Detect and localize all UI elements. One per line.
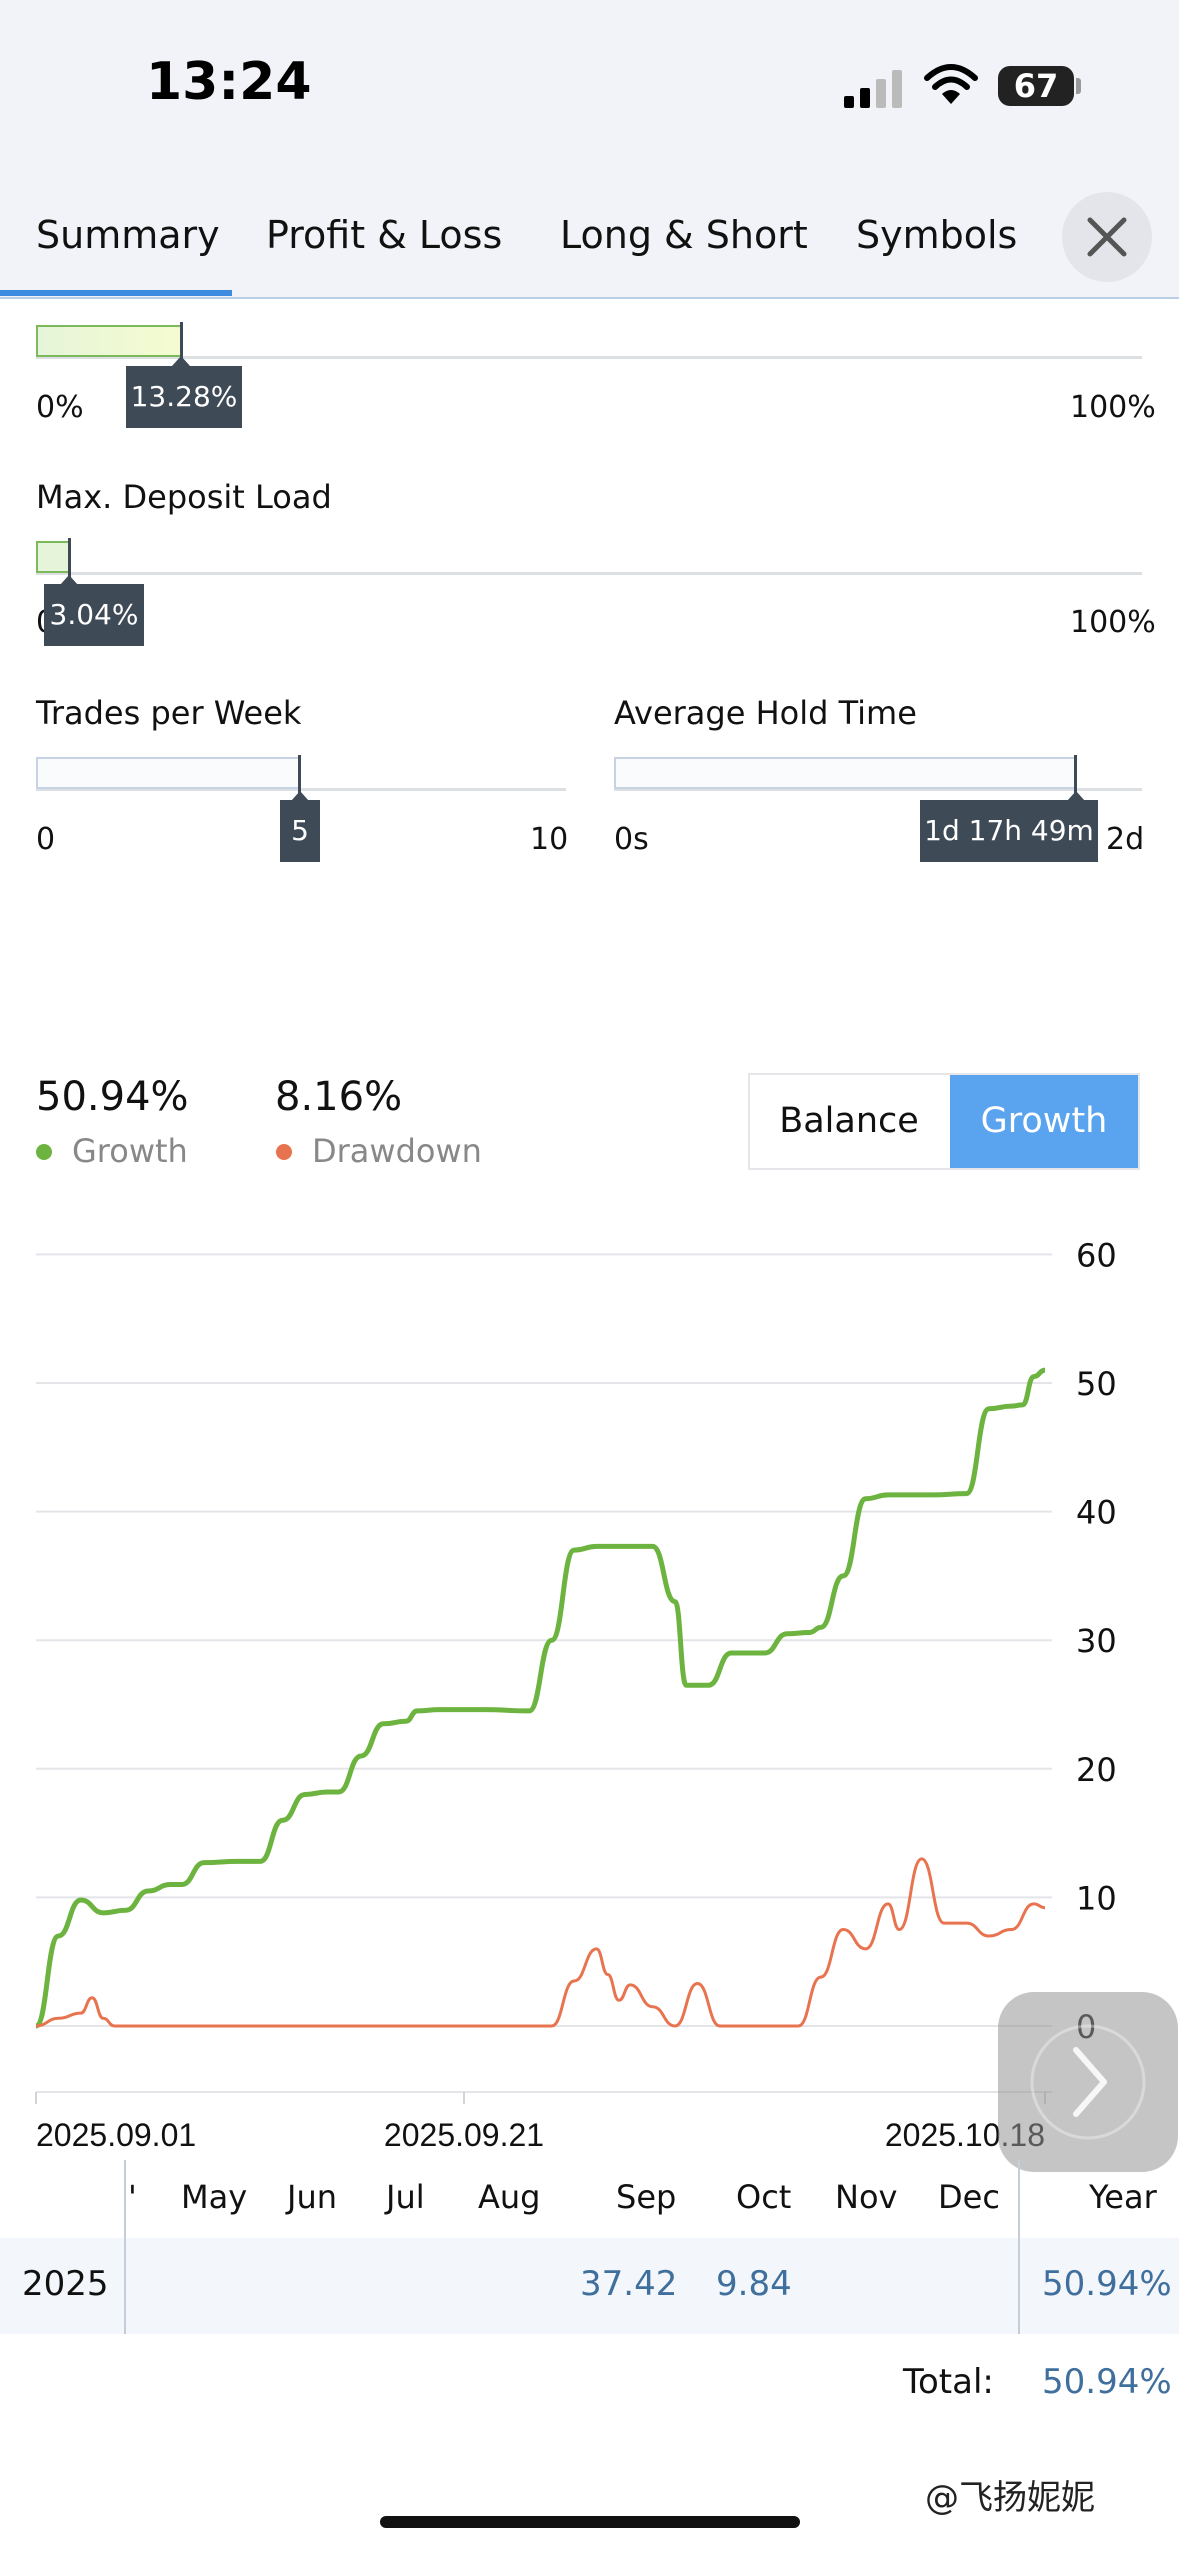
year-row bbox=[0, 2238, 1179, 2334]
month-jul: Jul bbox=[386, 2178, 425, 2216]
close-button[interactable] bbox=[1062, 192, 1152, 282]
battery-icon: 67 bbox=[998, 66, 1074, 106]
close-icon bbox=[1087, 217, 1127, 257]
growth-legend-dot bbox=[36, 1144, 52, 1160]
y-tick-label: 20 bbox=[1076, 1751, 1117, 1789]
chart-x-axis: 2025.09.01 2025.09.21 2025.10.18 bbox=[35, 2091, 1052, 2153]
avg-hold-time-fill bbox=[614, 757, 1076, 789]
drawdown-series-line bbox=[35, 1857, 1046, 2028]
deposit-load-marker bbox=[68, 538, 71, 578]
chart-series bbox=[34, 1367, 1046, 2029]
total-value: 50.94% bbox=[1042, 2362, 1172, 2402]
avg-hold-time-tooltip: 1d 17h 49m bbox=[920, 800, 1098, 862]
growth-series-line bbox=[34, 1367, 1046, 2029]
deposit-load-max-label: 100% bbox=[1070, 605, 1156, 640]
month-sep: Sep bbox=[616, 2178, 677, 2216]
balance-toggle-button[interactable]: Balance bbox=[750, 1075, 948, 1168]
month-header-row bbox=[0, 2165, 1179, 2235]
battery-tip bbox=[1076, 78, 1081, 94]
deposit-load-tooltip: 3.04% bbox=[44, 584, 144, 646]
drawdown-value: 8.16% bbox=[275, 1074, 403, 1120]
avg-hold-time-title: Average Hold Time bbox=[614, 694, 917, 732]
trades-per-week-tooltip: 5 bbox=[280, 800, 320, 862]
total-label: Total: bbox=[903, 2362, 994, 2402]
tab-profit-loss[interactable]: Profit & Loss bbox=[266, 213, 503, 257]
year-header: Year bbox=[1089, 2178, 1157, 2216]
table-divider-left bbox=[124, 2160, 126, 2334]
gauge-tooltip-arrow bbox=[172, 356, 190, 366]
status-time: 13:24 bbox=[146, 52, 312, 112]
home-indicator[interactable] bbox=[380, 2516, 800, 2528]
y-tick-label: 50 bbox=[1076, 1365, 1117, 1403]
y-tick-label: 10 bbox=[1076, 1879, 1117, 1917]
sep-value: 37.42 bbox=[580, 2264, 678, 2304]
year-label: 2025 bbox=[22, 2264, 109, 2304]
deposit-load-tooltip-arrow bbox=[60, 575, 78, 585]
x-tick-label: 2025.09.21 bbox=[384, 2117, 544, 2153]
avg-hold-time-track bbox=[614, 788, 1142, 791]
tab-summary[interactable]: Summary bbox=[36, 213, 220, 257]
trades-per-week-tooltip-arrow bbox=[291, 791, 309, 801]
trades-per-week-marker bbox=[298, 755, 301, 795]
tab-long-short[interactable]: Long & Short bbox=[560, 213, 808, 257]
growth-toggle-button[interactable]: Growth bbox=[950, 1075, 1138, 1168]
y-tick-label: 30 bbox=[1076, 1622, 1117, 1660]
x-tick-label: 2025.09.01 bbox=[36, 2117, 196, 2153]
trades-per-week-track bbox=[36, 788, 566, 791]
watermark: @飞扬妮妮 bbox=[925, 2478, 1095, 2518]
deposit-load-track bbox=[36, 572, 1142, 575]
wifi-icon bbox=[924, 64, 978, 104]
chart-grid bbox=[36, 1253, 1052, 2027]
chart-mode-toggle bbox=[748, 1073, 1140, 1170]
chart-y-ticks: 0102030405060 bbox=[1076, 1236, 1117, 2046]
gauge-value-tooltip: 13.28% bbox=[126, 366, 242, 428]
y-tick-label: 60 bbox=[1076, 1236, 1117, 1274]
oct-value: 9.84 bbox=[716, 2264, 792, 2304]
chevron-right-icon bbox=[1030, 2024, 1146, 2140]
trades-per-week-fill bbox=[36, 757, 300, 789]
cellular-signal-icon bbox=[844, 70, 902, 108]
year-total-value: 50.94% bbox=[1042, 2264, 1172, 2304]
gauge-fill bbox=[36, 325, 182, 357]
next-chart-button[interactable] bbox=[998, 1992, 1178, 2172]
tab-bar bbox=[0, 175, 1179, 299]
trades-per-week-min-label: 0 bbox=[36, 822, 56, 857]
avg-hold-time-tooltip-arrow bbox=[1067, 791, 1085, 801]
drawdown-legend-label: Drawdown bbox=[312, 1132, 482, 1170]
y-tick-label: 40 bbox=[1076, 1494, 1117, 1532]
growth-value: 50.94% bbox=[36, 1074, 189, 1120]
month-oct: Oct bbox=[736, 2178, 792, 2216]
deposit-load-title: Max. Deposit Load bbox=[36, 478, 332, 516]
month-nov: Nov bbox=[835, 2178, 898, 2216]
month-dec: Dec bbox=[938, 2178, 1000, 2216]
month-jun: Jun bbox=[287, 2178, 337, 2216]
trades-per-week-title: Trades per Week bbox=[36, 694, 302, 732]
table-divider-right bbox=[1018, 2160, 1020, 2334]
deposit-load-fill bbox=[36, 541, 70, 573]
gauge-min-label: 0% bbox=[36, 390, 84, 425]
gauge-max-label: 100% bbox=[1070, 390, 1156, 425]
gauge-track bbox=[36, 356, 1142, 359]
tab-symbols[interactable]: Symbols bbox=[856, 213, 1018, 257]
status-bar bbox=[0, 0, 1179, 175]
drawdown-legend-dot bbox=[276, 1144, 292, 1160]
trades-per-week-max-label: 10 bbox=[530, 822, 569, 857]
avg-hold-time-marker bbox=[1074, 755, 1077, 795]
avg-hold-time-max-label: 2d bbox=[1106, 822, 1145, 857]
growth-legend-label: Growth bbox=[72, 1132, 188, 1170]
active-tab-indicator bbox=[0, 290, 232, 296]
month-cut-cell: ' bbox=[128, 2178, 137, 2216]
gauge-marker bbox=[180, 322, 183, 362]
month-may: May bbox=[181, 2178, 248, 2216]
month-aug: Aug bbox=[478, 2178, 541, 2216]
avg-hold-time-min-label: 0s bbox=[614, 822, 649, 857]
